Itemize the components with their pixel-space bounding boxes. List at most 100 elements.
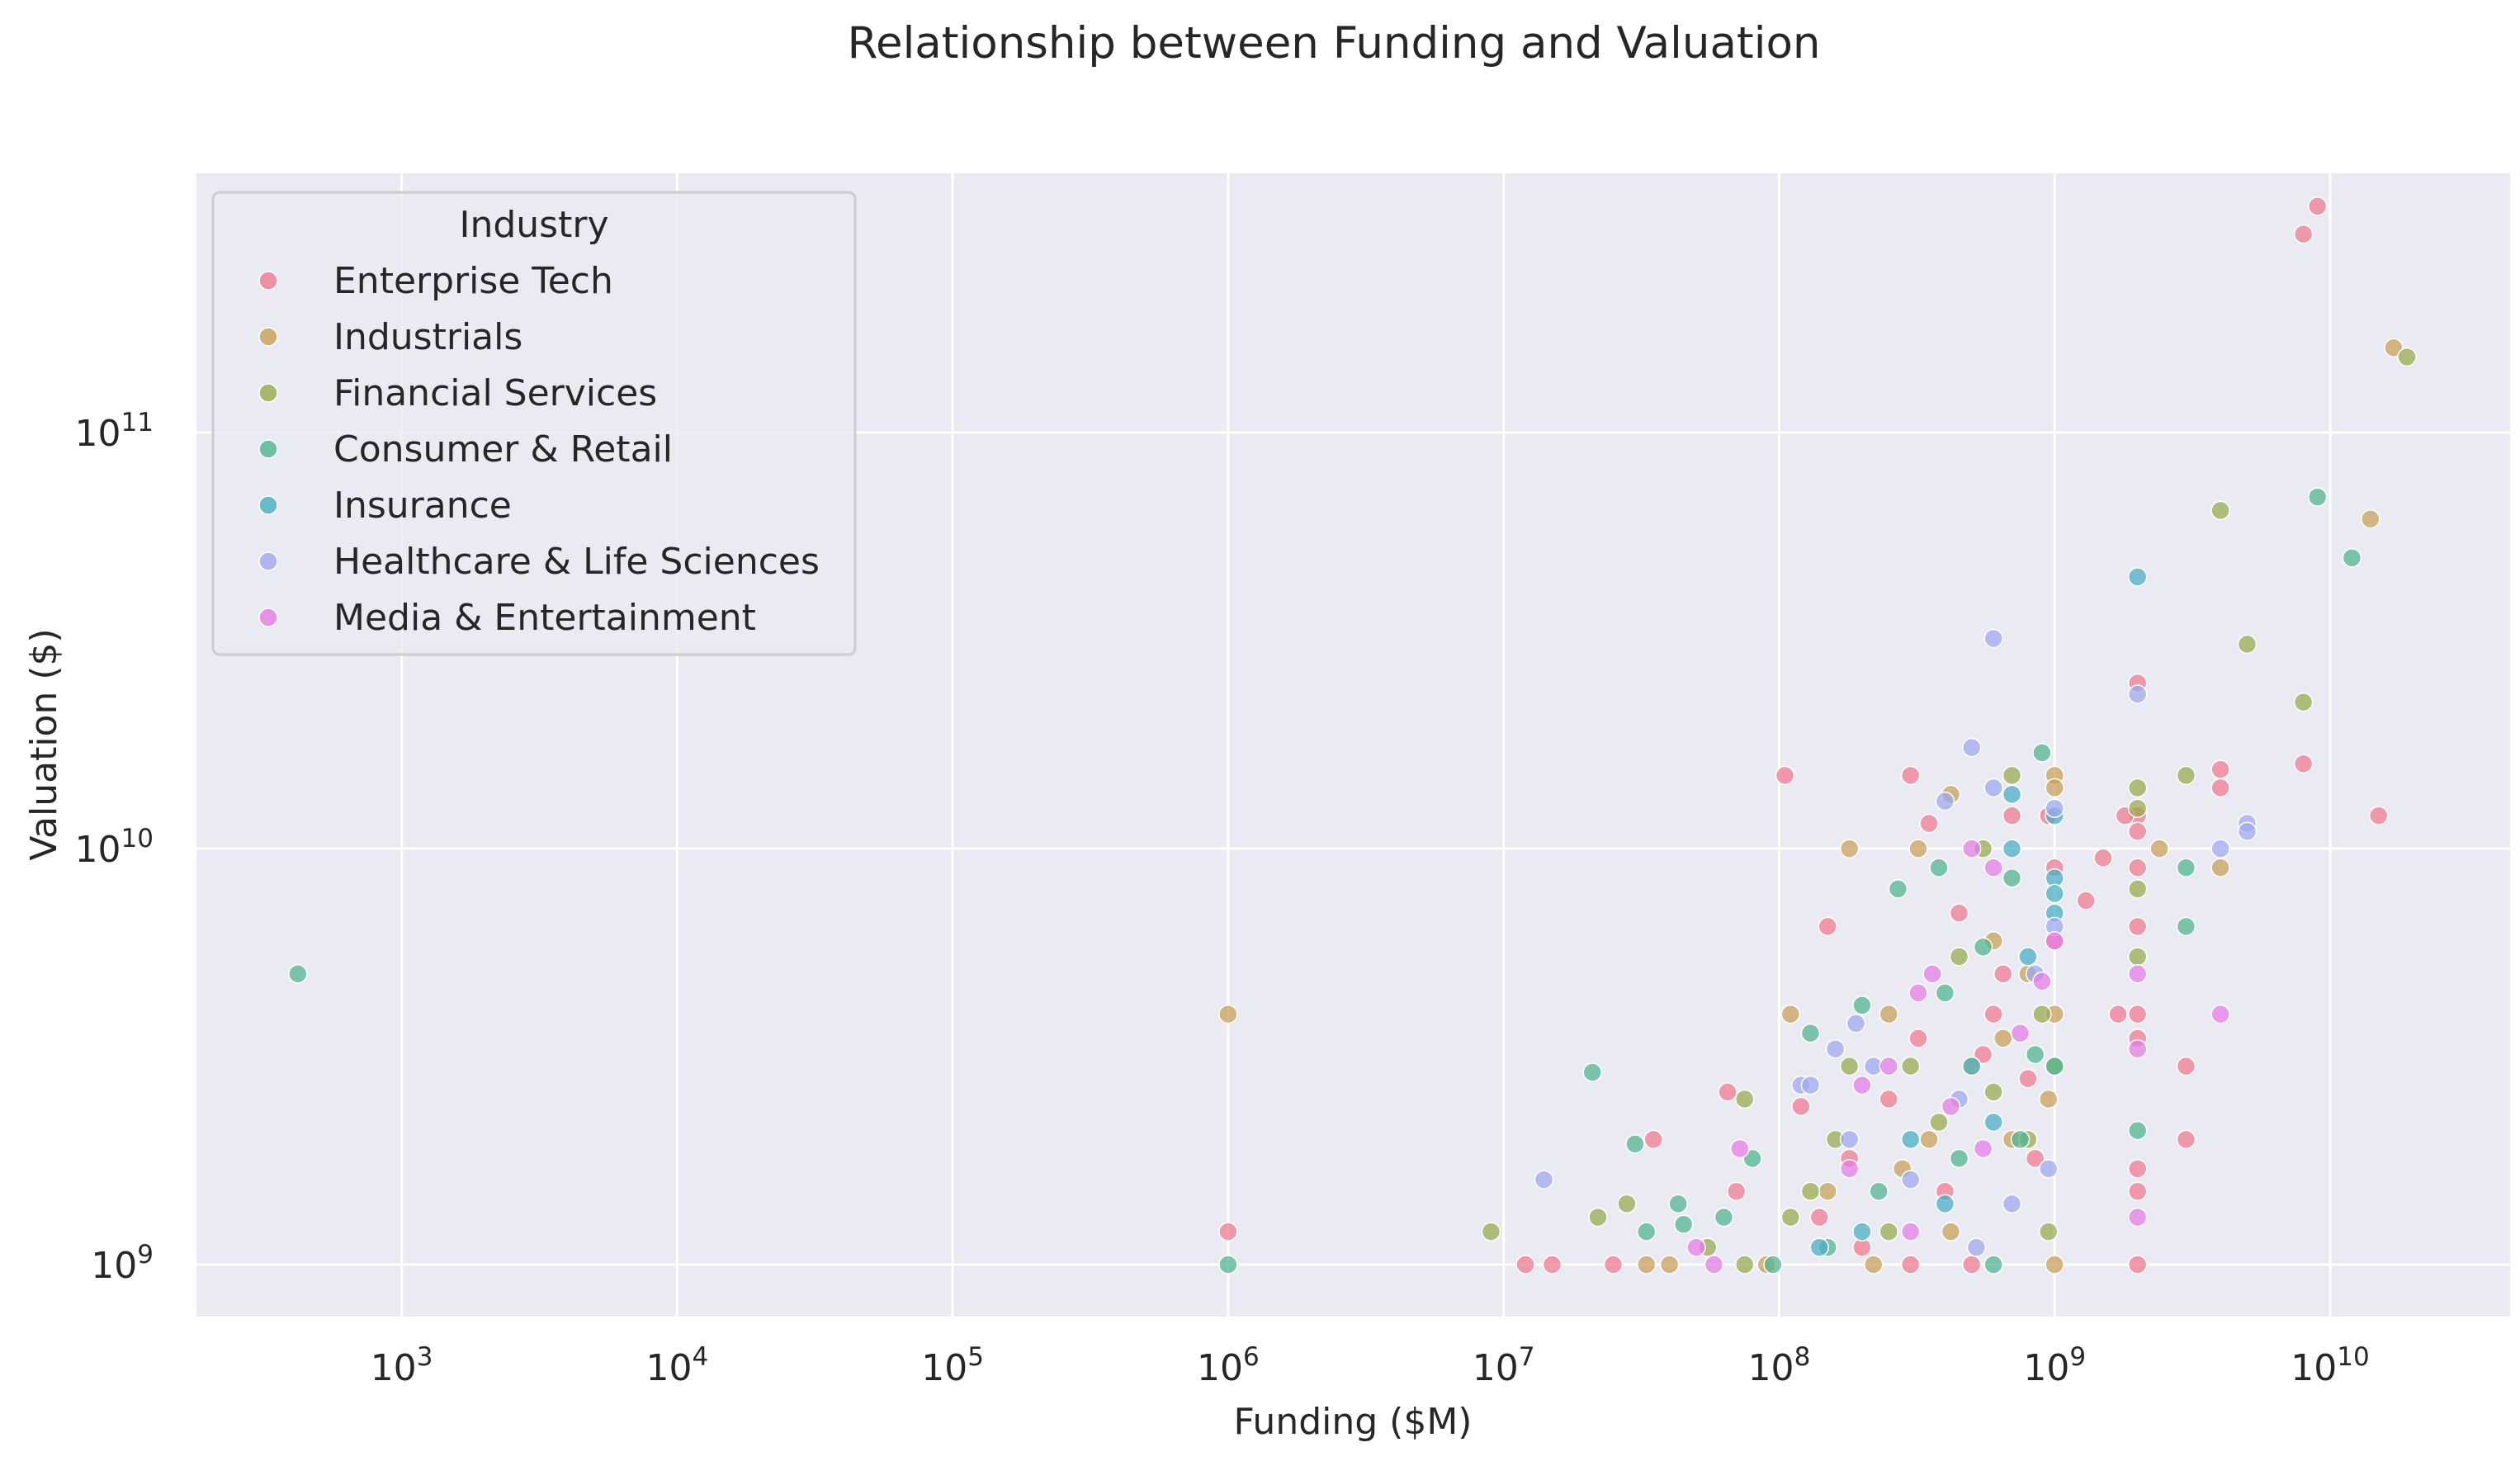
chart-title: Relationship between Funding and Valuati… (848, 18, 1821, 69)
x-tick-base: 10 (1197, 1347, 1243, 1389)
x-tick-label: 106 (1197, 1342, 1260, 1389)
data-point (1825, 1038, 1846, 1059)
x-tick-exponent: 5 (967, 1342, 984, 1372)
data-point (1734, 1089, 1755, 1109)
x-tick-base: 10 (371, 1347, 417, 1389)
x-tick-base: 10 (2291, 1347, 2337, 1389)
data-point (1879, 1056, 1899, 1076)
data-point (1218, 1222, 1238, 1241)
data-point (1993, 964, 2013, 984)
data-point (2293, 692, 2314, 712)
data-point (1908, 983, 1928, 1003)
data-point (1846, 1014, 1866, 1033)
data-point (1900, 1129, 1921, 1150)
data-point (2127, 567, 2148, 587)
data-point (1686, 1237, 1706, 1257)
data-point (1659, 1255, 1680, 1274)
data-point (1908, 1029, 1928, 1048)
data-point (2210, 858, 2230, 877)
data-point (2076, 891, 2096, 910)
data-point (2039, 1159, 2059, 1179)
x-tick-label: 1010 (2291, 1342, 2369, 1389)
data-point (1588, 1207, 1608, 1227)
data-point (2002, 839, 2022, 858)
data-point (2360, 508, 2381, 529)
data-point (2176, 858, 2196, 877)
data-point (2032, 743, 2052, 763)
legend-label: Consumer & Retail (333, 428, 673, 471)
legend-marker (258, 495, 278, 515)
data-point (1863, 1255, 1884, 1274)
data-point (1515, 1255, 1535, 1274)
data-point (1941, 1222, 1961, 1241)
y-tick-base: 10 (75, 829, 121, 871)
x-tick-label: 107 (1473, 1342, 1535, 1389)
data-point (1993, 1029, 2013, 1048)
data-point (2176, 1056, 2196, 1076)
data-point (2002, 1194, 2022, 1214)
data-point (1949, 1148, 1969, 1169)
x-tick-base: 10 (2023, 1347, 2069, 1389)
data-point (1730, 1138, 1750, 1159)
data-point (2176, 916, 2196, 937)
data-point (1900, 1056, 1921, 1076)
x-tick-exponent: 6 (1243, 1342, 1260, 1372)
data-point (2176, 765, 2196, 786)
data-point (1582, 1062, 1602, 1082)
data-point (2002, 806, 2022, 825)
data-point (1534, 1170, 1554, 1189)
data-point (2127, 1207, 2148, 1227)
legend-label: Healthcare & Life Sciences (333, 541, 820, 583)
data-point (1983, 858, 2003, 877)
data-point (1673, 1214, 1694, 1234)
x-tick-label: 109 (2023, 1342, 2086, 1389)
x-tick-labels: 103 104 105 106 107 108 109 1010 (371, 1342, 2370, 1389)
y-axis-label: Valuation ($) (23, 628, 65, 860)
data-point (1973, 1138, 1993, 1159)
x-tick-exponent: 4 (692, 1342, 708, 1372)
data-point (2039, 1222, 2059, 1241)
data-point (1935, 791, 1955, 811)
x-axis-label: Funding ($M) (1234, 1401, 1473, 1443)
x-tick-base: 10 (1748, 1347, 1794, 1389)
data-point (1775, 765, 1795, 786)
data-point (1983, 1082, 2003, 1102)
data-point (1973, 1044, 1993, 1065)
data-point (1929, 1112, 1949, 1133)
data-point (2018, 947, 2038, 967)
data-point (2176, 1129, 2196, 1150)
data-point (2010, 1129, 2031, 1150)
data-point (1718, 1082, 1738, 1102)
data-point (2127, 947, 2148, 967)
data-point (2002, 784, 2022, 805)
data-point (2002, 765, 2022, 786)
data-point (1704, 1255, 1724, 1274)
data-point (2127, 684, 2148, 704)
data-point (1900, 1255, 1921, 1274)
data-point (2002, 868, 2022, 888)
data-point (2127, 916, 2148, 937)
data-point (1949, 947, 1969, 967)
data-point (2237, 634, 2258, 655)
data-point (2127, 778, 2148, 798)
x-tick-exponent: 9 (2069, 1342, 2086, 1372)
data-point (2127, 798, 2148, 818)
legend-marker (258, 383, 278, 403)
data-point (1636, 1255, 1657, 1274)
data-point (2127, 964, 2148, 984)
data-point (1973, 937, 1993, 958)
data-point (1879, 1222, 1899, 1241)
data-point (1879, 1004, 1899, 1024)
legend: Industry Enterprise Tech Industrials Finan… (211, 191, 857, 656)
data-point (1983, 628, 2003, 649)
data-point (1625, 1134, 1645, 1154)
data-point (1900, 1170, 1921, 1189)
data-point (1966, 1237, 1987, 1257)
data-point (1935, 1194, 1955, 1214)
y-tick-label: 109 (91, 1240, 154, 1287)
data-point (1839, 839, 1860, 858)
data-point (1983, 778, 2003, 798)
data-point (2045, 1255, 2064, 1274)
data-point (1839, 1129, 1860, 1150)
